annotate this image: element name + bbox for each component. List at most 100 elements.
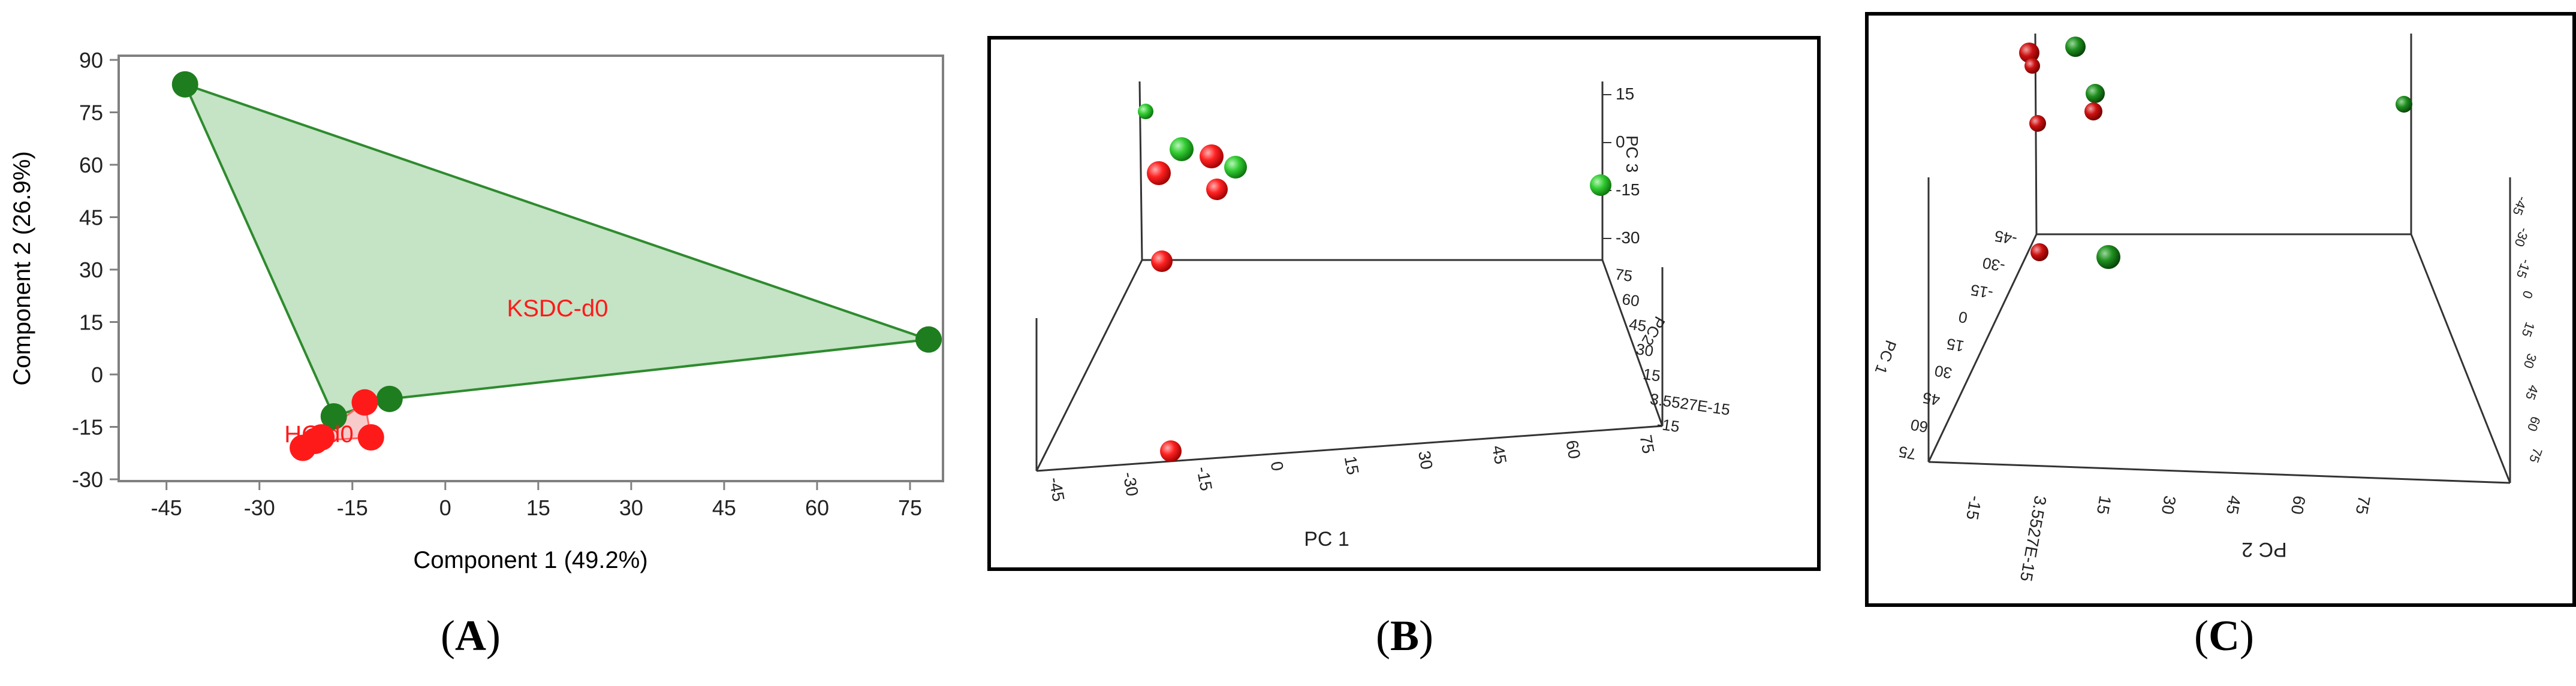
pc2-tick-label: -15 — [1963, 494, 1986, 521]
panel-letter-a: (A) — [441, 612, 501, 660]
pc1-tick-label: -30 — [1981, 254, 2006, 276]
pc3-tick-label: 0 — [2519, 289, 2536, 301]
pca3d-c-point-2 — [2065, 37, 2086, 57]
y-tick-label: 15 — [79, 310, 103, 335]
hull-label-hc: HC-d0 — [284, 421, 354, 448]
point-ksdc-2 — [320, 403, 347, 430]
pc2-tick-label: 60 — [2288, 494, 2309, 516]
pc2-tick-label: 30 — [1635, 340, 1655, 360]
pc1-tick-label: 45 — [1489, 444, 1510, 466]
pca3d-c-point-6 — [2396, 96, 2412, 113]
x-tick-label: 15 — [526, 495, 550, 520]
pc3-tick-label: 0 — [1616, 132, 1625, 151]
panel-b-axis-box — [1035, 81, 1664, 472]
pc2-tick-label: 45 — [1628, 315, 1647, 336]
x-tick-label: 60 — [805, 495, 829, 520]
y-tick-label: 90 — [79, 48, 103, 72]
pc1-tick-label: 15 — [1945, 335, 1966, 356]
pc1-tick-label: 30 — [1415, 449, 1436, 471]
pca3d-b-point-2 — [1224, 156, 1247, 179]
pc3-tick-label: -30 — [1616, 228, 1640, 247]
pc1-tick-label: -45 — [1046, 476, 1068, 503]
pca3d-b-point-5 — [1147, 161, 1171, 185]
x-tick-label: 45 — [712, 495, 736, 520]
panel-b-svg: -45 -30 -15 0 15 30 45 60 75 15 0 -15 -30 75 60 45 30 1… — [1035, 81, 1731, 551]
panel-b-pc1-label: PC 1 — [1304, 528, 1349, 551]
pc2-tick-label: 75 — [1614, 265, 1634, 285]
pca3d-c-point-4 — [2084, 102, 2102, 120]
y-tick-label: 45 — [79, 206, 103, 230]
x-tick-label: -30 — [244, 495, 275, 520]
panel-b-pc3-label: PC 3 — [1623, 135, 1641, 173]
pc2-tick-label: 15 — [2093, 494, 2115, 516]
pc1-tick-label: -30 — [1119, 470, 1142, 497]
pc3-tick-label: 15 — [2518, 320, 2538, 339]
pc1-tick-label: 30 — [1933, 362, 1954, 383]
y-tick-label: 75 — [79, 101, 103, 125]
panel-letter-b: (B) — [1376, 612, 1433, 660]
pc3-tick-label: -15 — [2514, 257, 2534, 280]
pc1-tick-label: 75 — [1637, 433, 1658, 455]
point-hc-3 — [351, 389, 378, 416]
panel-a-x-axis-label: Component 1 (49.2%) — [413, 547, 647, 573]
y-tick-label: 30 — [79, 258, 103, 282]
panel-c-pc1-label: PC 1 — [1872, 338, 1900, 377]
point-ksdc-1 — [915, 326, 942, 353]
panel-a-svg: -45 -30 -15 0 15 30 45 60 75 90 75 60 45 30 15 0 -15 -30… — [9, 48, 944, 573]
y-tick-label: 60 — [79, 153, 103, 177]
pc1-tick-label: 75 — [1897, 443, 1918, 464]
pc3-tick-label: -45 — [2509, 194, 2530, 217]
pca3d-b-point-1 — [1170, 137, 1194, 161]
pc1-tick-label: 0 — [1267, 460, 1287, 473]
y-tick-label: -30 — [72, 467, 103, 492]
pca3d-b-point-6 — [1206, 179, 1228, 200]
pc3-tick-label: 15 — [1616, 84, 1634, 103]
panel-c-axis-box — [1927, 33, 2511, 484]
x-tick-label: -45 — [151, 495, 182, 520]
y-tick-label: 0 — [91, 362, 103, 387]
pc1-tick-label: 60 — [1909, 416, 1930, 437]
panel-letter-c: (C) — [2194, 612, 2254, 660]
pca3d-c-point-1 — [2024, 58, 2040, 74]
pca3d-b-point-0 — [1138, 104, 1153, 119]
panel-b-chart: -45 -30 -15 0 15 30 45 60 75 15 0 -15 -30 75 60 45 30 1… — [987, 36, 1821, 571]
x-tick-label: 0 — [439, 495, 451, 520]
pc3-tick-label: -30 — [2512, 226, 2532, 249]
pca3d-c-point-8 — [2096, 245, 2120, 269]
pc2-tick-label: 60 — [1621, 290, 1641, 310]
pca3d-b-point-4 — [1200, 144, 1224, 168]
pc3-tick-label: 45 — [2523, 383, 2542, 402]
pca3d-c-point-7 — [2030, 243, 2048, 261]
x-tick-label: 75 — [898, 495, 922, 520]
pca3d-b-point-7 — [1151, 250, 1173, 272]
pc2-tick-label: 75 — [2352, 494, 2374, 516]
pc1-tick-label: 15 — [1341, 455, 1363, 476]
y-tick-label: -15 — [72, 415, 103, 440]
panel-a-y-axis-label: Component 2 (26.9%) — [9, 151, 35, 385]
panel-c-pc2-label: PC 2 — [2241, 538, 2287, 561]
pc1-tick-label: -15 — [1193, 465, 1216, 492]
pca3d-c-point-5 — [2029, 115, 2046, 132]
pc1-tick-label: 45 — [1921, 389, 1942, 410]
pc2-tick-label: 30 — [2158, 494, 2180, 516]
pca3d-b-point-3 — [1590, 174, 1611, 196]
pc1-tick-label: 0 — [1957, 308, 1969, 327]
panel-c-chart: -15 3.5527E-15 15 30 45 60 75 -45 -30 -15 0 15 30 45… — [1865, 12, 2576, 607]
pc3-tick-label: -15 — [1616, 180, 1640, 199]
x-tick-label: -15 — [337, 495, 368, 520]
pc2-tick-label: 3.5527E-15 — [1649, 390, 1731, 419]
panel-a-chart: -45 -30 -15 0 15 30 45 60 75 90 75 60 45 30 15 0 -15 -30… — [0, 0, 971, 599]
pc1-tick-label: 60 — [1562, 439, 1584, 460]
pca3d-b-point-8 — [1160, 440, 1182, 462]
pc3-tick-label: 60 — [2524, 415, 2544, 434]
pc2-tick-label: 15 — [1642, 365, 1662, 385]
pc3-tick-label: 75 — [2526, 446, 2545, 465]
x-tick-label: 30 — [619, 495, 643, 520]
point-hc-2 — [308, 424, 335, 451]
point-ksdc-3 — [376, 385, 403, 412]
pc2-tick-label: -15 — [1656, 415, 1680, 436]
hull-label-ksdc: KSDC-d0 — [507, 295, 608, 322]
pc3-tick-label: 30 — [2521, 352, 2540, 371]
point-hc-4 — [357, 424, 384, 451]
pc1-tick-label: -15 — [1969, 281, 1994, 303]
